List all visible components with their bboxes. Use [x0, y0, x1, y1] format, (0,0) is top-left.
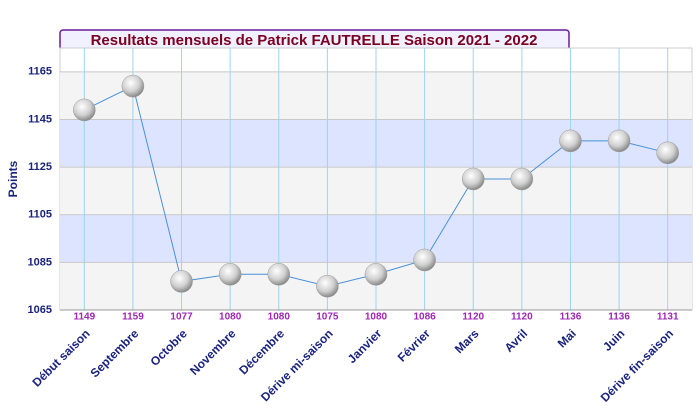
y-tick-label: 1085 [28, 256, 52, 268]
data-point [413, 248, 436, 272]
x-tick-label: Mai [555, 326, 579, 350]
value-label: 1120 [511, 312, 533, 323]
value-label: 1159 [122, 312, 144, 323]
data-point [656, 141, 679, 165]
value-label: 1136 [560, 312, 582, 323]
chart-title: Resultats mensuels de Patrick FAUTRELLE … [91, 32, 538, 49]
data-point [364, 263, 388, 286]
value-label: 1080 [365, 312, 388, 323]
data-point [559, 129, 582, 153]
value-label: 1086 [413, 312, 436, 323]
x-tick-label: Octobre [147, 326, 190, 369]
x-tick-label: Avril [502, 326, 530, 354]
y-tick-label: 1105 [28, 209, 52, 221]
data-point [267, 263, 291, 286]
value-label: 1120 [462, 312, 484, 323]
x-tick-label: Début saison [29, 326, 92, 389]
value-label: 1075 [316, 312, 339, 323]
data-point [170, 270, 193, 293]
x-tick-label: Février [395, 326, 433, 364]
x-tick-label: Septembre [88, 326, 142, 380]
y-tick-label: 1165 [28, 66, 52, 78]
data-point [510, 167, 534, 191]
value-label: 1080 [268, 312, 291, 323]
y-axis-label: Points [6, 160, 20, 197]
value-label: 1149 [73, 312, 95, 323]
data-point [316, 274, 339, 298]
data-point [218, 263, 242, 286]
x-tick-label: Décembre [236, 326, 287, 377]
y-tick-label: 1125 [28, 161, 52, 173]
value-label: 1080 [219, 312, 242, 323]
x-tick-label: Juin [600, 326, 627, 353]
data-point [461, 167, 485, 191]
value-label: 1131 [657, 312, 679, 323]
y-tick-label: 1145 [28, 113, 52, 125]
value-label: 1077 [170, 312, 193, 323]
x-tick-label: Mars [452, 326, 482, 356]
data-point [607, 129, 631, 153]
data-point [73, 98, 96, 122]
x-tick-label: Novembre [187, 326, 239, 378]
data-point [121, 74, 145, 98]
x-tick-label: Janvier [345, 326, 385, 366]
value-label: 1136 [608, 312, 630, 323]
y-tick-label: 1065 [28, 304, 52, 316]
